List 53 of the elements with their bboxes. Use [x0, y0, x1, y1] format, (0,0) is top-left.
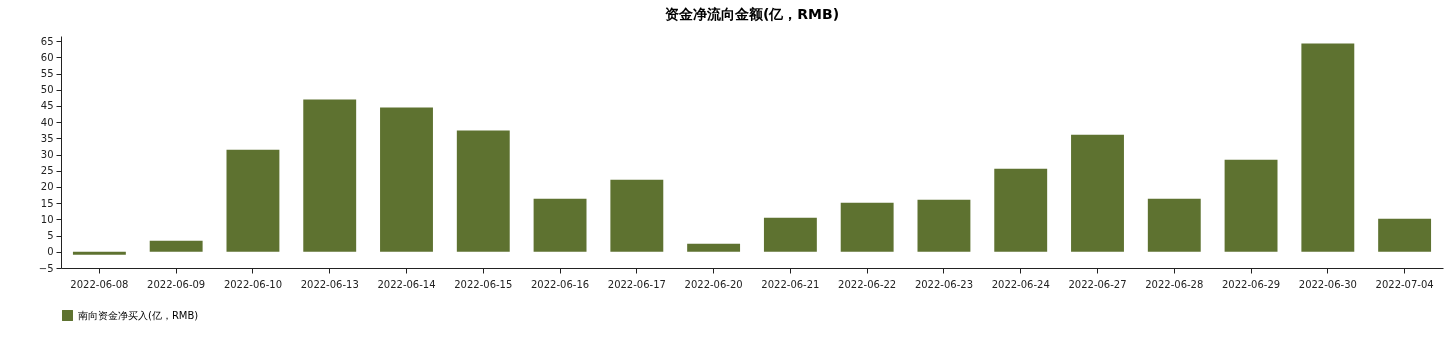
x-tick-label: 2022-06-16 [530, 278, 590, 290]
bar [840, 202, 894, 252]
y-tick-label: 30 [40, 149, 54, 161]
x-tick-label: 2022-06-15 [454, 278, 513, 290]
y-tick-label: 40 [40, 116, 54, 128]
bar [226, 149, 280, 252]
y-tick-label: 25 [40, 165, 54, 177]
x-tick-label: 2022-06-08 [70, 278, 129, 290]
bar [994, 168, 1048, 252]
bar [149, 240, 203, 252]
bar [456, 130, 510, 252]
bar [303, 99, 357, 252]
y-tick-label: 45 [40, 100, 54, 112]
bar [917, 199, 971, 252]
x-tick-label: 2022-06-17 [607, 278, 666, 290]
bar [763, 217, 817, 252]
y-tick-label: 20 [40, 181, 54, 193]
bar [1147, 198, 1201, 252]
y-tick-label: 50 [40, 84, 54, 96]
x-tick-label: 2022-06-22 [838, 278, 897, 290]
x-tick-label: 2022-06-30 [1298, 278, 1357, 290]
x-tick-label: 2022-06-09 [147, 278, 206, 290]
bar [610, 179, 664, 252]
y-tick-label: 65 [40, 35, 54, 47]
y-tick-label: 60 [40, 51, 54, 63]
y-tick-label: −5 [38, 262, 54, 274]
y-tick-label: 10 [40, 213, 54, 225]
bar [687, 243, 741, 252]
x-tick-label: 2022-06-24 [991, 278, 1050, 290]
y-tick-label: 15 [40, 197, 54, 209]
y-tick-label: 0 [47, 246, 54, 258]
bar [72, 251, 126, 255]
x-tick-label: 2022-06-29 [1221, 278, 1281, 290]
y-tick-label: 5 [47, 230, 54, 242]
bar [1301, 43, 1355, 252]
x-tick-label: 2022-06-13 [300, 278, 359, 290]
y-tick-label: 55 [40, 68, 54, 80]
x-tick-label: 2022-07-04 [1375, 278, 1434, 290]
x-tick-label: 2022-06-14 [377, 278, 436, 290]
chart-title: 资金净流向金额(亿，RMB) [664, 6, 840, 22]
x-tick-label: 2022-06-21 [761, 278, 820, 290]
legend-label: 南向资金净买入(亿，RMB) [78, 309, 199, 321]
x-tick-label: 2022-06-28 [1145, 278, 1204, 290]
x-tick-label: 2022-06-10 [223, 278, 283, 290]
x-tick-label: 2022-06-27 [1068, 278, 1127, 290]
x-tick-label: 2022-06-23 [914, 278, 974, 290]
bar [1071, 134, 1124, 252]
bar [1378, 218, 1432, 252]
bar [380, 107, 433, 252]
bar [1224, 159, 1278, 252]
x-tick-label: 2022-06-20 [684, 278, 743, 290]
y-tick-label: 35 [40, 132, 54, 144]
bar [533, 198, 587, 252]
